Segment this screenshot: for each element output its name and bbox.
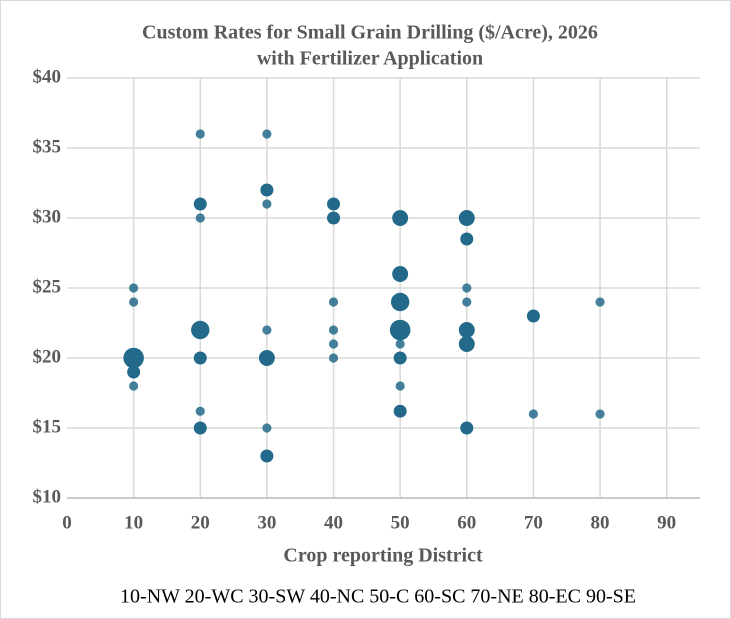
x-tick-label: 60 [457, 512, 476, 533]
bubble [123, 347, 144, 369]
bubble [191, 320, 210, 340]
x-tick-label: 70 [524, 512, 543, 533]
bubble [395, 339, 405, 349]
x-tick-label: 0 [62, 512, 72, 533]
bubble [129, 381, 139, 391]
bubble [127, 365, 141, 379]
y-tick-label: $40 [33, 66, 62, 87]
x-tick-label: 80 [591, 512, 610, 533]
bubble [258, 350, 275, 366]
bubble [193, 351, 207, 365]
bubble [195, 213, 205, 223]
bubble [458, 210, 475, 226]
bubble [328, 353, 339, 363]
chart-title: with Fertilizer Application [257, 48, 483, 70]
bubble [327, 211, 341, 225]
bubble [129, 283, 139, 293]
y-tick-label: $25 [33, 276, 62, 297]
x-tick-label: 40 [324, 512, 343, 533]
bubble [262, 199, 272, 209]
y-tick-label: $30 [33, 206, 62, 227]
bubble [528, 409, 539, 419]
y-tick-label: $15 [33, 416, 62, 437]
bubble [262, 423, 272, 433]
bubble [392, 266, 409, 282]
bubble [260, 183, 274, 197]
bubble [460, 421, 474, 435]
x-tick-label: 90 [657, 512, 676, 533]
x-tick-label: 10 [124, 512, 143, 533]
bubble [595, 297, 605, 307]
bubble [392, 210, 409, 226]
bubble [393, 351, 407, 365]
bubble [262, 325, 272, 335]
y-tick-label: $20 [33, 346, 62, 367]
bubble [460, 232, 474, 246]
bubble [328, 297, 339, 307]
y-tick-label: $35 [33, 136, 62, 157]
bubble [389, 319, 411, 341]
x-tick-label: 50 [391, 512, 410, 533]
bubble [395, 381, 405, 391]
bubble [526, 309, 540, 323]
bubble [462, 283, 472, 293]
bubble [458, 336, 475, 352]
footnote: 10-NW 20-WC 30-SW 40-NC 50-C 60-SC 70-NE… [120, 586, 636, 608]
y-tick-label: $10 [33, 486, 62, 507]
bubble [390, 292, 410, 312]
bubble [260, 449, 274, 463]
bubble [328, 325, 339, 335]
bubble [193, 421, 207, 435]
chart-title: Custom Rates for Small Grain Drilling ($… [142, 22, 598, 44]
bubble [129, 297, 139, 307]
bubble [393, 404, 407, 418]
bubble [262, 129, 272, 139]
bubble [595, 409, 605, 419]
x-axis-label: Crop reporting District [283, 545, 483, 567]
bubble [458, 322, 475, 338]
bubble [462, 297, 472, 307]
bubble [195, 406, 205, 416]
bubble [193, 197, 207, 211]
bubble [327, 197, 341, 211]
x-tick-label: 30 [257, 512, 276, 533]
bubble [195, 129, 205, 139]
bubble [328, 339, 339, 349]
x-tick-label: 20 [191, 512, 210, 533]
